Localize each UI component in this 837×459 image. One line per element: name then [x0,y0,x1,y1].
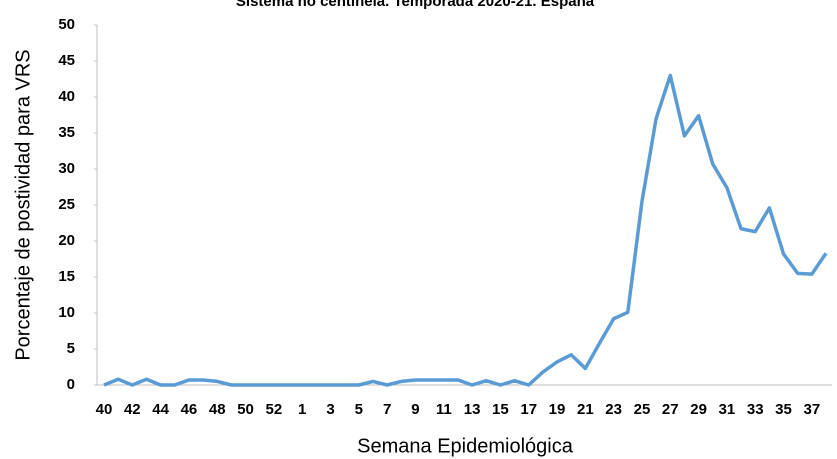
x-tick-label: 40 [96,401,113,418]
x-tick-label: 5 [355,401,363,418]
chart-title: Sistema no centinela. Temporada 2020-21.… [236,0,595,10]
y-tick-label: 40 [58,88,75,105]
x-tick-label: 1 [298,401,306,418]
x-tick-label: 50 [237,401,254,418]
x-tick-label: 37 [803,401,820,418]
y-tick-label: 0 [67,376,75,393]
x-tick-label: 9 [411,401,419,418]
x-tick-label: 35 [775,401,792,418]
y-tick-label: 15 [58,268,75,285]
x-tick-label: 48 [209,401,226,418]
y-tick-label: 20 [58,232,75,249]
y-axis-title: Porcentaje de postividad para VRS [12,49,34,360]
x-tick-label: 33 [747,401,764,418]
y-tick-label: 5 [67,340,75,357]
x-tick-label: 21 [577,401,594,418]
x-tick-label: 25 [634,401,651,418]
y-tick-label: 30 [58,160,75,177]
x-tick-label: 13 [464,401,481,418]
x-tick-label: 44 [152,401,169,418]
y-tick-label: 35 [58,124,75,141]
x-tick-label: 17 [520,401,537,418]
x-axis-title: Semana Epidemiológica [357,435,574,457]
y-tick-label: 25 [58,196,75,213]
x-tick-label: 7 [383,401,391,418]
x-tick-label: 3 [326,401,334,418]
x-tick-label: 31 [719,401,736,418]
y-tick-label: 10 [58,304,75,321]
x-tick-label: 23 [605,401,622,418]
x-tick-label: 29 [690,401,707,418]
y-tick-label: 50 [58,16,75,33]
data-line [103,73,828,387]
x-tick-label: 11 [436,401,452,418]
x-tick-label: 19 [549,401,566,418]
x-tick-label: 52 [266,401,283,418]
y-tick-label: 45 [58,52,75,69]
x-tick-label: 42 [124,401,141,418]
x-tick-label: 15 [492,401,509,418]
x-tick-label: 27 [662,401,679,418]
x-tick-label: 46 [181,401,198,418]
